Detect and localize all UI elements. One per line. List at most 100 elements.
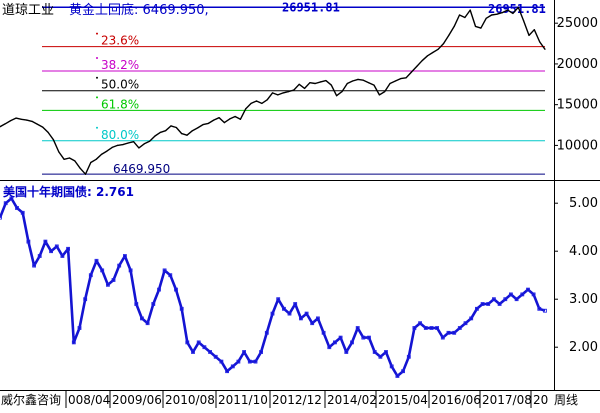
dow-point-34 — [181, 133, 183, 135]
yield-point-36 — [202, 345, 207, 350]
yield-point-41 — [230, 364, 235, 369]
instrument-title: 道琼工业 — [2, 3, 54, 18]
dow-point-45 — [239, 118, 241, 120]
lower-ytick-label-2: 4.00 — [569, 244, 598, 259]
dow-point-0 — [0, 126, 1, 128]
yield-point-18 — [100, 268, 105, 273]
yield-point-86 — [486, 302, 491, 306]
yield-point-65 — [367, 335, 371, 340]
dow-point-79 — [421, 60, 423, 62]
dow-point-101 — [539, 41, 541, 43]
dow-point-14 — [74, 160, 76, 162]
yield-line — [0, 197, 546, 378]
lower-ytick-label-3: 5.00 — [569, 196, 598, 211]
yield-point-25 — [139, 316, 144, 321]
dow-point-65 — [346, 82, 348, 85]
yield-point-13 — [71, 340, 76, 345]
dow-point-11 — [58, 151, 60, 153]
yield-point-56 — [315, 316, 320, 321]
xtick-label-0: 008/04 — [68, 393, 110, 407]
yield-point-28 — [157, 287, 161, 292]
dow-point-87 — [464, 16, 466, 19]
dow-point-28 — [149, 140, 151, 142]
dow-point-27 — [143, 143, 145, 145]
source-label: 威尔鑫咨询 — [1, 392, 61, 407]
dow-point-22 — [116, 144, 119, 146]
dow-point-99 — [528, 34, 530, 37]
dow-point-52 — [277, 94, 279, 96]
dow-point-3 — [15, 117, 17, 119]
low-value-label: 6469.950 — [113, 162, 170, 176]
yield-point-34 — [191, 350, 195, 354]
fib-marker-0 — [96, 32, 98, 35]
indicator-name: 黄金上回底: — [69, 2, 138, 18]
yield-point-0 — [0, 215, 2, 220]
period-unit-label: 周线 — [554, 393, 578, 407]
fib-marker-4 — [96, 126, 98, 129]
yield-point-14 — [77, 326, 82, 330]
yield-point-70 — [395, 374, 400, 378]
dow-point-42 — [223, 122, 225, 124]
dow-point-13 — [68, 157, 71, 159]
lower-ytick-label-1: 3.00 — [569, 292, 598, 307]
yield-point-92 — [520, 292, 525, 297]
fib-label-2: 50.0% — [101, 78, 139, 92]
yield-point-20 — [111, 278, 116, 282]
yield-point-52 — [293, 302, 298, 306]
yield-point-50 — [281, 306, 286, 311]
dow-point-71 — [378, 94, 380, 96]
yield-point-90 — [508, 292, 513, 297]
yield-point-6 — [32, 263, 36, 268]
yield-point-63 — [355, 326, 360, 330]
dow-point-57 — [304, 87, 306, 89]
yield-point-2 — [9, 196, 14, 201]
upper-ytick-label-0: 10000 — [557, 138, 598, 153]
yield-point-17 — [94, 258, 99, 263]
dow-point-7 — [36, 123, 39, 125]
dow-point-69 — [368, 82, 370, 84]
dow-point-33 — [175, 126, 177, 129]
dow-point-49 — [261, 102, 263, 104]
dow-point-102 — [544, 48, 546, 50]
dow-point-82 — [437, 48, 439, 50]
dow-point-92 — [491, 14, 493, 16]
dow-point-29 — [154, 135, 156, 137]
yield-point-94 — [531, 292, 536, 297]
yield-point-84 — [474, 306, 479, 311]
lower-y-axis: 2.00 3.00 4.00 5.00 — [554, 196, 598, 355]
dow-point-95 — [507, 9, 509, 11]
yield-point-91 — [514, 297, 519, 302]
dow-point-39 — [207, 122, 209, 124]
xtick-label-5: 2014/02 — [327, 393, 377, 407]
lower-pane-title: 美国十年期国债: 2.761 — [3, 184, 134, 199]
yield-point-38 — [213, 354, 218, 359]
dow-point-21 — [111, 146, 113, 148]
yield-point-96 — [543, 308, 547, 313]
upper-ytick-label-3: 25000 — [557, 16, 598, 31]
dow-point-96 — [512, 12, 514, 14]
lower-pane-label: 美国十年期国债: — [3, 184, 92, 199]
fib-label-0: 23.6% — [101, 34, 139, 48]
dow-point-16 — [84, 173, 87, 175]
dow-point-41 — [218, 117, 220, 119]
yield-point-31 — [174, 287, 178, 292]
yield-point-78 — [440, 335, 445, 340]
dow-point-64 — [341, 91, 343, 93]
dow-point-25 — [133, 141, 135, 143]
x-axis: 008/04 2009/06 2010/08 2011/10 2012/12 2014/0… — [65, 390, 548, 408]
dow-point-83 — [442, 43, 445, 45]
yield-point-10 — [54, 244, 59, 249]
yield-point-89 — [503, 297, 508, 302]
xtick-label-1: 2009/06 — [112, 393, 162, 407]
yield-point-53 — [298, 316, 303, 321]
dow-point-51 — [271, 92, 274, 94]
dow-point-46 — [245, 108, 247, 110]
yield-point-19 — [106, 282, 110, 287]
dow-point-77 — [410, 71, 412, 73]
yield-point-24 — [134, 302, 139, 306]
dow-point-9 — [47, 131, 49, 133]
dow-point-91 — [485, 17, 487, 19]
dow-point-15 — [79, 167, 81, 169]
yield-point-8 — [43, 239, 48, 244]
